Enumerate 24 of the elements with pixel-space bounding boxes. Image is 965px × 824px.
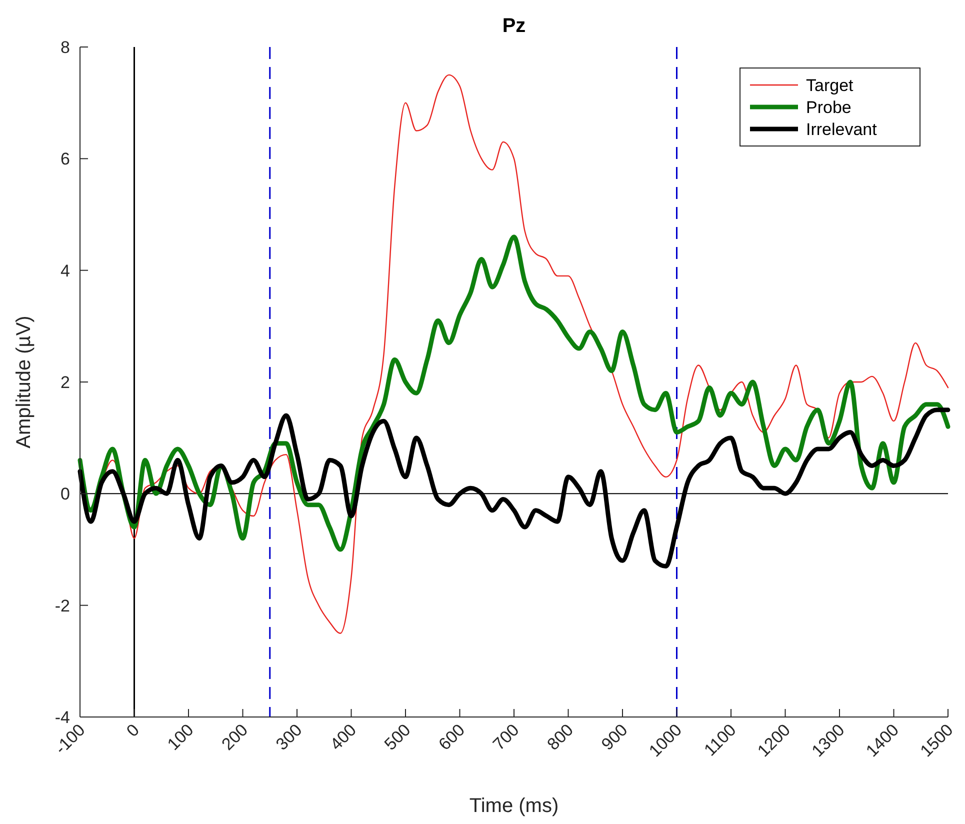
legend-label: Probe bbox=[806, 98, 852, 117]
y-tick-label: 8 bbox=[60, 38, 70, 57]
legend-label: Target bbox=[806, 76, 854, 95]
x-tick-label: 0 bbox=[122, 720, 144, 741]
y-tick-label: -4 bbox=[54, 708, 70, 727]
y-axis-title: Amplitude (µV) bbox=[13, 316, 35, 448]
legend-label: Irrelevant bbox=[806, 120, 878, 139]
x-tick-label: 500 bbox=[380, 720, 414, 754]
x-tick-label: 400 bbox=[326, 720, 360, 754]
x-tick-label: 200 bbox=[218, 720, 252, 754]
x-tick-label: 300 bbox=[272, 720, 306, 754]
line-series bbox=[78, 234, 950, 552]
y-tick-label: 6 bbox=[60, 150, 70, 169]
x-tick-label: 700 bbox=[489, 720, 523, 754]
y-tick-label: -2 bbox=[54, 596, 70, 616]
x-tick-label: 800 bbox=[544, 720, 578, 754]
x-tick-label: 900 bbox=[598, 720, 632, 754]
x-tick-label: 600 bbox=[435, 720, 469, 754]
y-tick-label: 0 bbox=[60, 484, 70, 504]
y-tick-label: 4 bbox=[60, 261, 70, 280]
y-tick-label: 2 bbox=[60, 373, 70, 392]
x-tick-label: 100 bbox=[164, 720, 198, 754]
x-axis-title: Time (ms) bbox=[469, 795, 559, 817]
chart-title: Pz bbox=[502, 15, 526, 37]
